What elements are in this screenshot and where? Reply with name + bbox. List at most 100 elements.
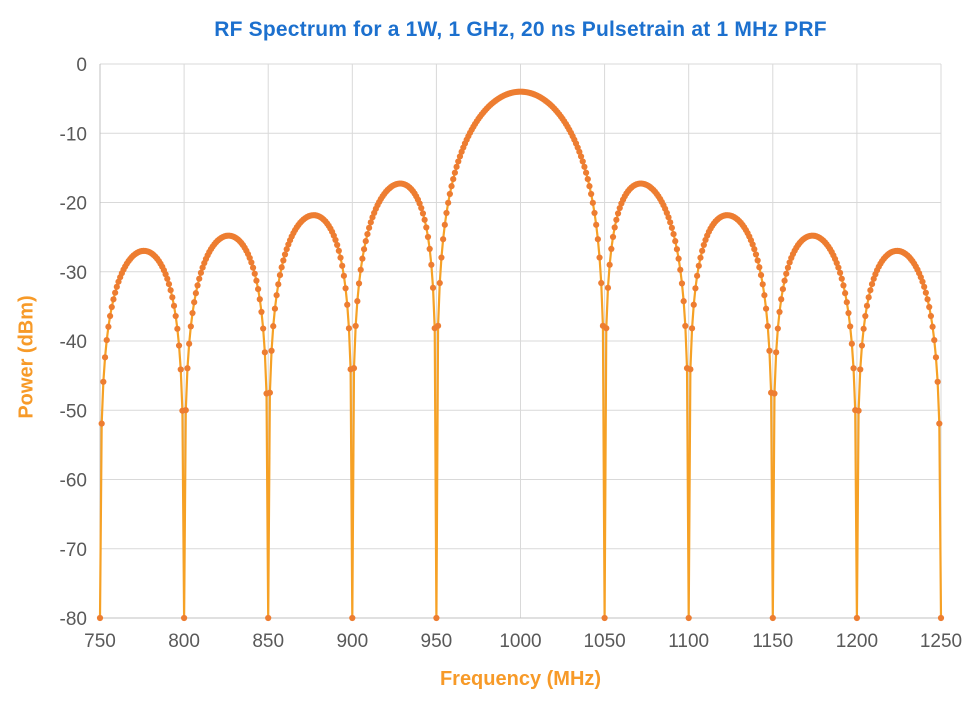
y-tick-label: -80	[60, 609, 87, 630]
series-marker	[366, 224, 373, 231]
series-marker	[759, 281, 766, 288]
series-marker	[103, 336, 110, 344]
series-marker	[281, 251, 289, 258]
series-marker	[266, 389, 273, 396]
y-tick-label: -50	[60, 401, 87, 422]
series-marker	[591, 209, 598, 217]
series-marker	[423, 224, 430, 231]
x-axis-title: Frequency (MHz)	[439, 668, 602, 690]
series-marker	[594, 236, 601, 243]
series-marker	[926, 303, 933, 311]
series-marker	[426, 245, 433, 252]
series-marker	[668, 224, 675, 231]
series-marker	[677, 266, 684, 273]
series-marker	[937, 614, 945, 622]
series-marker	[682, 322, 689, 330]
series-marker	[110, 296, 117, 303]
series-marker	[863, 302, 871, 309]
x-tick-label: 800	[168, 631, 200, 652]
series-marker	[164, 275, 171, 282]
series-marker	[769, 614, 776, 622]
series-marker	[96, 614, 104, 622]
series-marker	[446, 190, 453, 198]
series-marker	[611, 224, 618, 231]
x-tick-label: 1100	[668, 631, 709, 652]
series-marker	[450, 176, 457, 183]
series-marker	[697, 254, 704, 261]
series-marker	[345, 325, 353, 332]
y-tick-label: -10	[60, 124, 87, 145]
series-marker	[603, 325, 610, 332]
series-marker	[692, 285, 699, 292]
series-marker	[196, 275, 203, 282]
series-marker	[858, 342, 866, 349]
series-marker	[424, 233, 432, 241]
series-marker	[275, 281, 282, 288]
series-marker	[251, 270, 258, 277]
series-marker	[931, 336, 938, 344]
series-marker	[588, 190, 595, 198]
series-marker	[258, 308, 265, 316]
series-marker	[187, 323, 194, 330]
series-marker	[687, 366, 694, 373]
y-tick-label: -60	[60, 471, 87, 492]
series-marker	[418, 204, 425, 212]
series-marker	[280, 257, 287, 264]
series-marker	[774, 325, 781, 332]
y-tick-label: 0	[76, 55, 87, 76]
series-marker	[932, 354, 940, 361]
series-marker	[751, 246, 758, 253]
series-marker	[350, 365, 358, 372]
series-marker	[855, 407, 862, 414]
y-tick-label: -30	[60, 263, 87, 284]
series-marker	[440, 236, 447, 243]
series-marker	[433, 614, 440, 622]
series-marker	[596, 254, 603, 261]
series-marker	[700, 241, 707, 249]
series-marker	[862, 312, 869, 320]
series-marker	[189, 309, 196, 317]
series-marker	[929, 323, 936, 330]
x-tick-label: 1000	[499, 631, 541, 652]
series-marker	[339, 262, 346, 269]
series-marker	[688, 325, 696, 332]
series-marker	[857, 366, 864, 373]
series-marker	[349, 614, 356, 622]
series-marker	[255, 286, 262, 293]
series-marker	[436, 279, 443, 287]
x-tick-label: 1150	[752, 631, 793, 652]
y-tick-label: -70	[60, 540, 87, 561]
series-marker	[332, 236, 339, 244]
series-marker	[186, 340, 193, 347]
series-marker	[868, 281, 876, 288]
series-marker	[927, 312, 935, 320]
series-marker	[100, 378, 107, 385]
series-marker	[268, 347, 275, 354]
series-marker	[192, 290, 199, 297]
series-marker	[581, 163, 588, 170]
series-marker	[283, 246, 290, 253]
x-tick-label: 1050	[583, 631, 625, 652]
series-marker	[197, 269, 205, 276]
series-marker	[836, 269, 844, 276]
series-marker	[842, 290, 849, 297]
series-marker	[934, 378, 941, 385]
series-marker	[850, 365, 857, 372]
x-tick-label: 950	[421, 631, 453, 652]
series-marker	[177, 366, 184, 373]
series-marker	[170, 302, 178, 309]
series-marker	[278, 264, 285, 271]
series-marker	[577, 153, 585, 160]
series-marker	[344, 301, 351, 308]
series-marker	[101, 354, 109, 361]
series-marker	[360, 246, 368, 253]
series-marker	[845, 309, 852, 317]
series-marker	[194, 282, 201, 289]
series-marker	[752, 251, 760, 258]
series-marker	[335, 247, 342, 254]
series-marker	[860, 325, 867, 332]
series-marker	[354, 298, 361, 305]
series-marker	[261, 349, 268, 356]
series-marker	[175, 342, 183, 349]
